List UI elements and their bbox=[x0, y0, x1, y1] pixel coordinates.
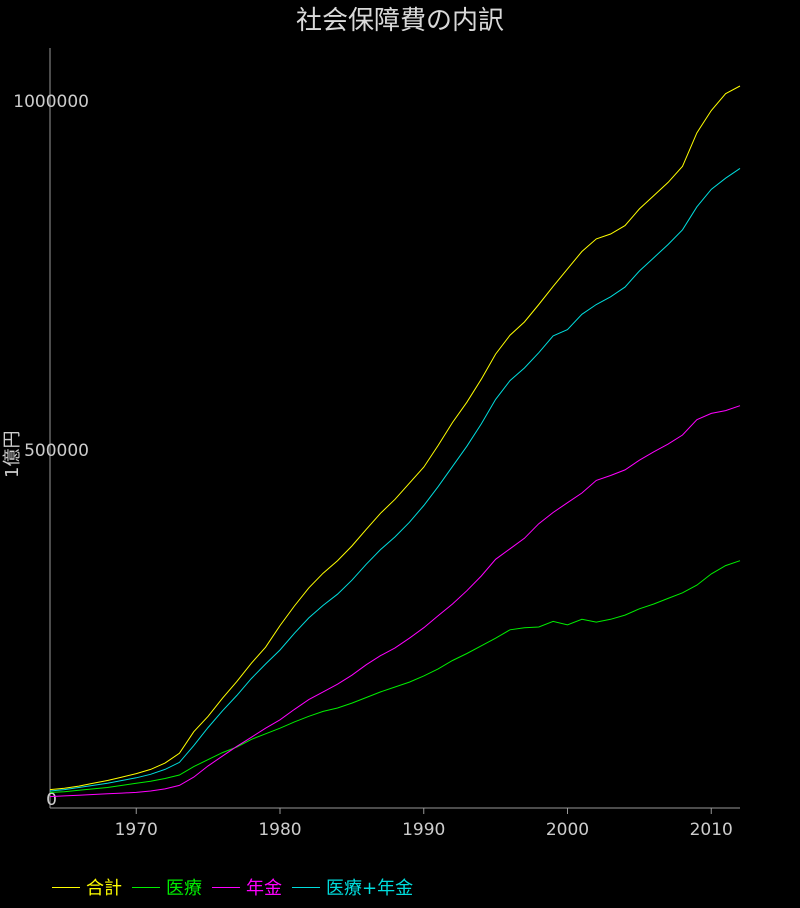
series-line-0 bbox=[49, 85, 741, 791]
legend-label: 年金 bbox=[246, 878, 282, 899]
legend-label: 医療+年金 bbox=[326, 878, 414, 899]
series-lines bbox=[49, 85, 741, 798]
x-tick-label: 1990 bbox=[402, 820, 445, 840]
legend-label: 合計 bbox=[86, 878, 122, 899]
legend-label: 医療 bbox=[166, 878, 202, 899]
y-tick-label: 500000 bbox=[24, 441, 89, 461]
y-tick-label: 1000000 bbox=[13, 92, 89, 112]
series-line-3 bbox=[49, 167, 741, 792]
x-tick-label: 1970 bbox=[115, 820, 158, 840]
legend-item: 合計 bbox=[52, 874, 122, 900]
series-line-2 bbox=[49, 405, 741, 798]
chart-title: 社会保障費の内訳 bbox=[296, 6, 504, 36]
x-tick-label: 2000 bbox=[546, 820, 589, 840]
legend-item: 医療+年金 bbox=[292, 874, 413, 900]
legend: 合計 医療 年金 医療+年金 bbox=[52, 874, 413, 900]
x-tick-label: 2010 bbox=[690, 820, 733, 840]
legend-item: 医療 bbox=[132, 874, 202, 900]
legend-swatch bbox=[52, 886, 80, 888]
legend-swatch bbox=[132, 886, 160, 888]
legend-item: 年金 bbox=[212, 874, 282, 900]
series-line-1 bbox=[49, 560, 741, 793]
legend-swatch bbox=[292, 886, 320, 888]
x-tick-label: 1980 bbox=[258, 820, 301, 840]
legend-swatch bbox=[212, 886, 240, 888]
axis-ticks: 1970 1980 1990 2000 2010 0 500000 1000000 bbox=[13, 92, 733, 840]
y-tick-label: 0 bbox=[46, 790, 57, 810]
y-axis-label: 1億円 bbox=[2, 431, 23, 478]
